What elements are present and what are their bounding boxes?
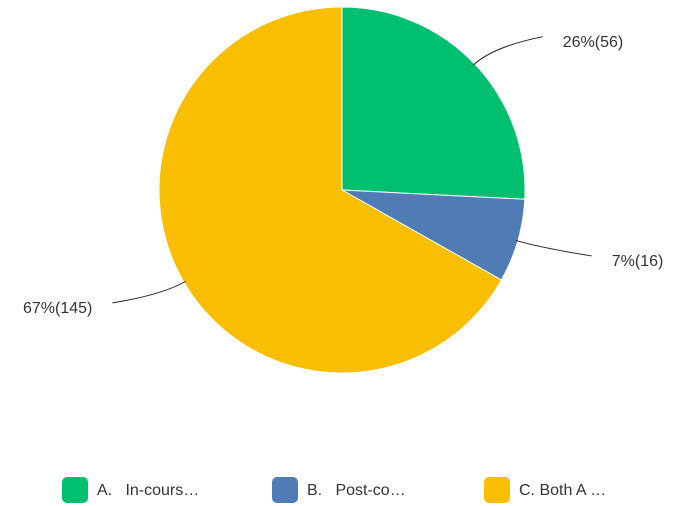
data-label: 67%(145) [23, 300, 92, 317]
legend-label: C. Both A … [519, 482, 606, 499]
legend-label: A. In-cours… [97, 482, 199, 499]
leader-line [112, 280, 186, 304]
legend-swatch [484, 477, 510, 503]
legend-swatch [62, 477, 88, 503]
leader-line [472, 36, 543, 66]
pie-slice [341, 6, 526, 200]
leader-line [515, 239, 592, 257]
legend-swatch [272, 477, 298, 503]
data-label: 7%(16) [612, 253, 664, 270]
data-label: 26%(56) [563, 34, 623, 51]
legend-label: B. Post-co… [307, 482, 406, 499]
